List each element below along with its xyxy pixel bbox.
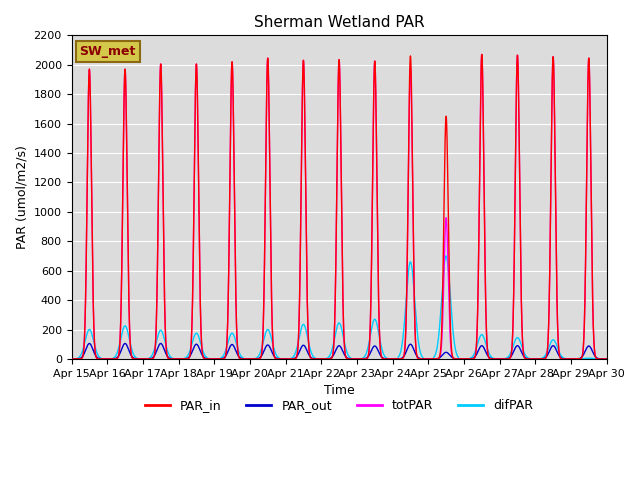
Line: PAR_in: PAR_in: [72, 54, 607, 359]
totPAR: [478, 51, 486, 57]
PAR_out: [484, 353, 492, 359]
difPAR: [603, 356, 611, 362]
PAR_out: [86, 341, 93, 347]
totPAR: [95, 356, 103, 362]
PAR_out: [96, 356, 104, 361]
Text: SW_met: SW_met: [79, 45, 136, 58]
Legend: PAR_in, PAR_out, totPAR, difPAR: PAR_in, PAR_out, totPAR, difPAR: [140, 395, 538, 418]
PAR_in: [498, 356, 506, 362]
PAR_out: [498, 356, 506, 362]
PAR_out: [603, 356, 611, 362]
PAR_in: [478, 51, 486, 57]
Title: Sherman Wetland PAR: Sherman Wetland PAR: [254, 15, 424, 30]
PAR_in: [484, 353, 492, 359]
PAR_in: [68, 356, 76, 362]
PAR_in: [409, 217, 417, 223]
difPAR: [484, 348, 492, 354]
PAR_out: [410, 345, 417, 351]
PAR_out: [470, 355, 477, 361]
Y-axis label: PAR (umol/m2/s): PAR (umol/m2/s): [15, 145, 28, 249]
difPAR: [409, 276, 417, 282]
difPAR: [498, 356, 506, 362]
totPAR: [470, 356, 477, 361]
totPAR: [409, 223, 417, 228]
X-axis label: Time: Time: [324, 384, 355, 397]
totPAR: [498, 356, 506, 362]
difPAR: [505, 353, 513, 359]
Line: totPAR: totPAR: [72, 54, 607, 359]
difPAR: [470, 352, 477, 358]
PAR_in: [603, 356, 611, 362]
Line: PAR_out: PAR_out: [72, 344, 607, 359]
difPAR: [442, 253, 450, 259]
PAR_out: [505, 355, 513, 361]
Line: difPAR: difPAR: [72, 256, 607, 359]
difPAR: [68, 356, 76, 362]
PAR_out: [68, 356, 76, 362]
PAR_in: [95, 356, 103, 362]
PAR_in: [505, 356, 513, 362]
totPAR: [484, 353, 492, 359]
totPAR: [603, 356, 611, 362]
difPAR: [95, 354, 103, 360]
PAR_in: [470, 356, 477, 361]
totPAR: [68, 356, 76, 362]
totPAR: [505, 356, 513, 362]
